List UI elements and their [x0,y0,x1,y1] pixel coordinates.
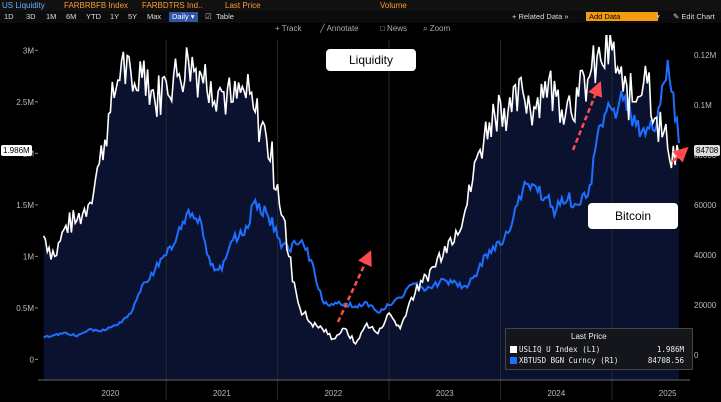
check-icon[interactable]: ☑ [205,12,212,21]
x-axis-tick: 2021 [213,389,231,398]
table-toggle[interactable]: Table [216,12,234,21]
x-axis-tick: 2024 [547,389,565,398]
volume-field[interactable]: Volume [380,1,407,10]
legend: Last Price USLIQ U Index (L1) 1.986M XBT… [505,328,693,370]
left-axis-tick: 1M [23,252,34,261]
legend-swatch-liquidity [510,346,517,353]
left-axis-tick: 1.5M [16,201,34,210]
zoom-button[interactable]: ⌕ Zoom [423,24,451,33]
trend-arrow-3 [671,146,689,163]
range-5y[interactable]: 5Y [128,12,138,21]
edit-chart-button[interactable]: ✎ Edit Chart [673,12,715,21]
bitcoin-label: Bitcoin [588,203,678,229]
right-current-value: 84708 [694,145,721,156]
chevron-down-icon[interactable]: ▾ [656,12,660,21]
x-axis-tick: 2020 [102,389,120,398]
trend-arrow-2 [571,81,603,151]
liquidity-label: Liquidity [326,49,416,71]
left-axis-tick: 2.5M [16,98,34,107]
annotate-button[interactable]: ╱ Annotate [320,24,359,33]
right-axis-tick: 60000 [694,201,717,210]
legend-item-bitcoin[interactable]: XBTUSD BGN Curncy (R1) 84708.56 [510,356,688,366]
title-bar: US Liquidity FARBRBFB Index FARBDTRS Ind… [0,0,721,11]
news-button[interactable]: □ News [380,24,408,33]
x-axis-tick: 2023 [436,389,454,398]
right-axis-tick: 40000 [694,251,717,260]
right-axis-tick: 0.1M [694,101,712,110]
x-axis-tick: 2025 [659,389,677,398]
field-selector[interactable]: Last Price [225,1,261,10]
range-max[interactable]: Max [147,12,162,21]
range-1m[interactable]: 1M [46,12,57,21]
annotation-bar: + Track ╱ Annotate □ News ⌕ Zoom [0,23,721,35]
legend-swatch-bitcoin [510,357,517,364]
trend-arrow-1 [336,250,372,323]
range-1d[interactable]: 1D [4,12,14,21]
legend-header: Last Price [571,332,607,341]
range-6m[interactable]: 6M [66,12,77,21]
add-data-input[interactable]: Add Data [586,12,658,21]
right-axis-tick: 20000 [694,301,717,310]
series1-ticker[interactable]: FARBRBFB Index [64,1,129,10]
toolbar: 1D 3D 1M 6M YTD 1Y 5Y Max Daily ▾ ☑ Tabl… [0,11,721,23]
right-axis-tick: 0.12M [694,51,717,60]
left-axis-tick: 3M [23,46,34,55]
period-dropdown[interactable]: Daily ▾ [169,12,198,22]
x-axis-tick: 2022 [324,389,342,398]
right-axis-tick: 0 [694,351,699,360]
legend-item-liquidity[interactable]: USLIQ U Index (L1) 1.986M [510,345,688,355]
liquidity-line [42,35,680,346]
range-1y[interactable]: 1Y [110,12,120,21]
chart-title: US Liquidity [2,1,45,10]
related-data-button[interactable]: + Related Data » [512,12,569,21]
left-current-value: 1.986M [1,145,32,156]
range-ytd[interactable]: YTD [86,12,101,21]
bitcoin-line [43,59,680,339]
series2-ticker[interactable]: FARBDTRS Ind.. [142,1,203,10]
range-3d[interactable]: 3D [26,12,36,21]
left-axis-tick: 0.5M [16,304,34,313]
liquidity-area [43,35,679,380]
left-axis-tick: 0 [30,355,35,364]
track-button[interactable]: + Track [275,24,302,33]
